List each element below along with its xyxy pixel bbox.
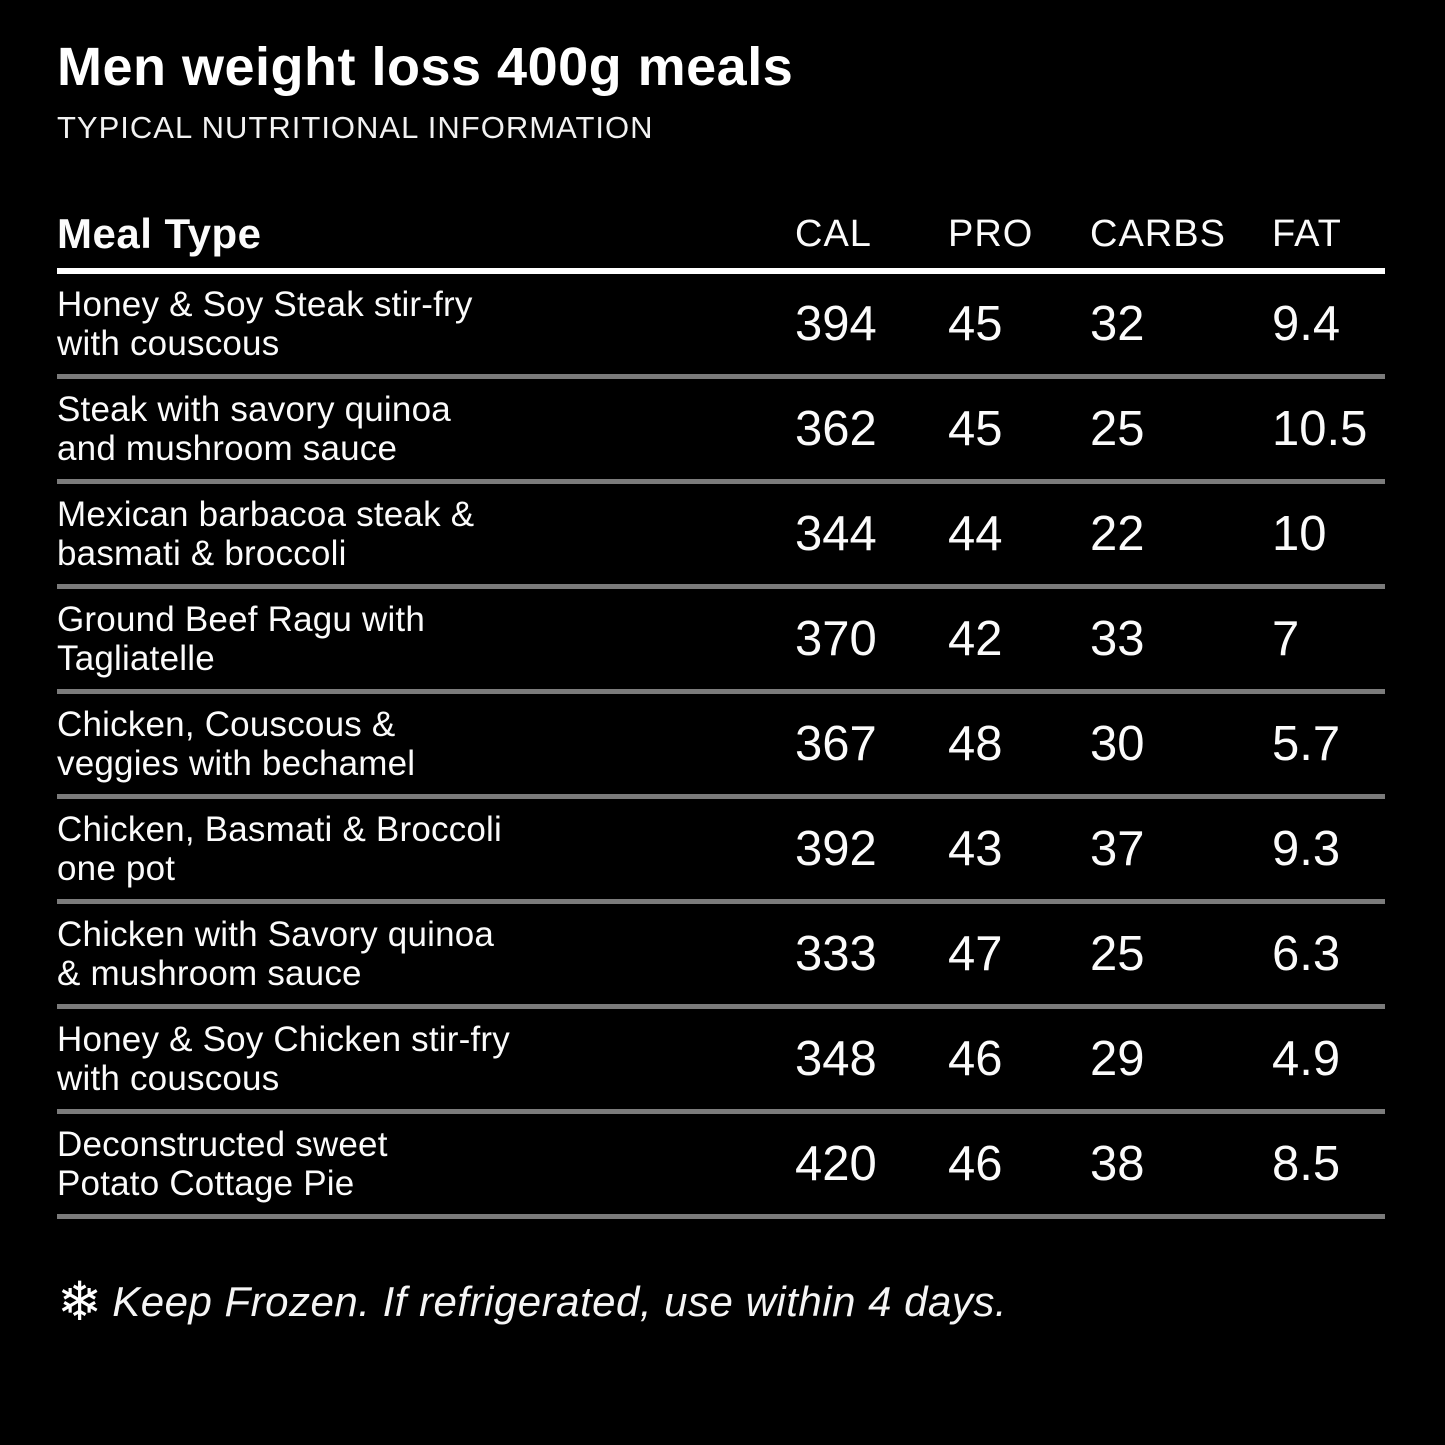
column-header-carbs: CARBS (1090, 212, 1226, 255)
cal-value: 362 (795, 402, 877, 457)
fat-value: 6.3 (1272, 927, 1341, 982)
pro-value: 48 (948, 717, 1003, 772)
cal-value: 370 (795, 612, 877, 667)
pro-value: 43 (948, 822, 1003, 877)
row-divider (57, 794, 1385, 800)
cal-value: 344 (795, 507, 877, 562)
meal-name-line: Chicken with Savory quinoa (57, 915, 495, 955)
row-divider (57, 479, 1385, 485)
table-row: Mexican barbacoa steak & basmati & brocc… (57, 484, 1385, 584)
meal-name-line: with couscous (57, 324, 280, 364)
table-row: Ground Beef Ragu with Tagliatelle 370 42… (57, 589, 1385, 689)
pro-value: 45 (948, 297, 1003, 352)
fat-value: 9.3 (1272, 822, 1341, 877)
fat-value: 9.4 (1272, 297, 1341, 352)
carbs-value: 30 (1090, 717, 1145, 772)
meal-name-line: Tagliatelle (57, 639, 215, 679)
meal-name: Deconstructed sweet Potato Cottage Pie (57, 1125, 795, 1203)
storage-note: ❄ Keep Frozen. If refrigerated, use with… (57, 1275, 1385, 1329)
fat-value: 10 (1272, 507, 1327, 562)
meal-name-line: veggies with bechamel (57, 744, 416, 784)
meal-name-line: and mushroom sauce (57, 429, 398, 469)
cal-value: 348 (795, 1032, 877, 1087)
carbs-value: 29 (1090, 1032, 1145, 1087)
fat-value: 7 (1272, 612, 1300, 667)
meal-name-line: Honey & Soy Steak stir-fry (57, 285, 473, 325)
table-row: Chicken with Savory quinoa & mushroom sa… (57, 904, 1385, 1004)
meal-name: Honey & Soy Steak stir-fry with couscous (57, 285, 795, 363)
table-row: Steak with savory quinoa and mushroom sa… (57, 379, 1385, 479)
meal-name: Ground Beef Ragu with Tagliatelle (57, 600, 795, 678)
meal-name-line: Deconstructed sweet (57, 1125, 388, 1165)
meal-name-line: & mushroom sauce (57, 954, 362, 994)
meal-name-line: Mexican barbacoa steak & (57, 495, 475, 535)
cal-value: 367 (795, 717, 877, 772)
meal-name: Mexican barbacoa steak & basmati & brocc… (57, 495, 795, 573)
carbs-value: 38 (1090, 1137, 1145, 1192)
table-row: Chicken, Basmati & Broccoli one pot 392 … (57, 799, 1385, 899)
meal-name: Chicken with Savory quinoa & mushroom sa… (57, 915, 795, 993)
meal-name-line: Potato Cottage Pie (57, 1164, 355, 1204)
column-header-cal: CAL (795, 212, 872, 255)
row-divider (57, 1004, 1385, 1010)
page-title: Men weight loss 400g meals (57, 37, 794, 97)
pro-value: 45 (948, 402, 1003, 457)
cal-value: 333 (795, 927, 877, 982)
row-divider (57, 899, 1385, 905)
carbs-value: 33 (1090, 612, 1145, 667)
row-divider (57, 1109, 1385, 1115)
pro-value: 46 (948, 1032, 1003, 1087)
table-row: Honey & Soy Chicken stir-fry with cousco… (57, 1009, 1385, 1109)
fat-value: 4.9 (1272, 1032, 1341, 1087)
pro-value: 46 (948, 1137, 1003, 1192)
row-divider (57, 1214, 1385, 1220)
carbs-value: 32 (1090, 297, 1145, 352)
row-divider (57, 584, 1385, 590)
meal-name-line: one pot (57, 849, 176, 889)
meal-name: Honey & Soy Chicken stir-fry with cousco… (57, 1020, 795, 1098)
fat-value: 10.5 (1272, 402, 1368, 457)
meal-name-line: with couscous (57, 1059, 280, 1099)
meal-name-line: Honey & Soy Chicken stir-fry (57, 1020, 510, 1060)
meal-name: Chicken, Couscous & veggies with bechame… (57, 705, 795, 783)
storage-note-text: Keep Frozen. If refrigerated, use within… (112, 1278, 1008, 1326)
cal-value: 394 (795, 297, 877, 352)
cal-value: 392 (795, 822, 877, 877)
table-row: Chicken, Couscous & veggies with bechame… (57, 694, 1385, 794)
pro-value: 47 (948, 927, 1003, 982)
row-divider (57, 689, 1385, 695)
pro-value: 44 (948, 507, 1003, 562)
column-header-fat: FAT (1272, 212, 1342, 255)
meal-name-line: basmati & broccoli (57, 534, 347, 574)
column-header-meal-type: Meal Type (57, 210, 262, 258)
meal-name-line: Chicken, Basmati & Broccoli (57, 810, 503, 850)
meal-name-line: Chicken, Couscous & (57, 705, 396, 745)
carbs-value: 37 (1090, 822, 1145, 877)
header-divider (57, 268, 1385, 275)
meal-name-line: Ground Beef Ragu with (57, 600, 426, 640)
column-header-pro: PRO (948, 212, 1034, 255)
pro-value: 42 (948, 612, 1003, 667)
meal-name: Chicken, Basmati & Broccoli one pot (57, 810, 795, 888)
carbs-value: 25 (1090, 402, 1145, 457)
table-row: Deconstructed sweet Potato Cottage Pie 4… (57, 1114, 1385, 1214)
cal-value: 420 (795, 1137, 877, 1192)
carbs-value: 25 (1090, 927, 1145, 982)
meal-name: Steak with savory quinoa and mushroom sa… (57, 390, 795, 468)
page-subtitle: TYPICAL NUTRITIONAL INFORMATION (57, 110, 654, 146)
table-row: Honey & Soy Steak stir-fry with couscous… (57, 274, 1385, 374)
table-header-row: Meal Type CAL PRO CARBS FAT (57, 200, 1385, 268)
carbs-value: 22 (1090, 507, 1145, 562)
fat-value: 5.7 (1272, 717, 1341, 772)
fat-value: 8.5 (1272, 1137, 1341, 1192)
snowflake-icon: ❄ (57, 1272, 103, 1333)
row-divider (57, 374, 1385, 380)
meal-name-line: Steak with savory quinoa (57, 390, 451, 430)
